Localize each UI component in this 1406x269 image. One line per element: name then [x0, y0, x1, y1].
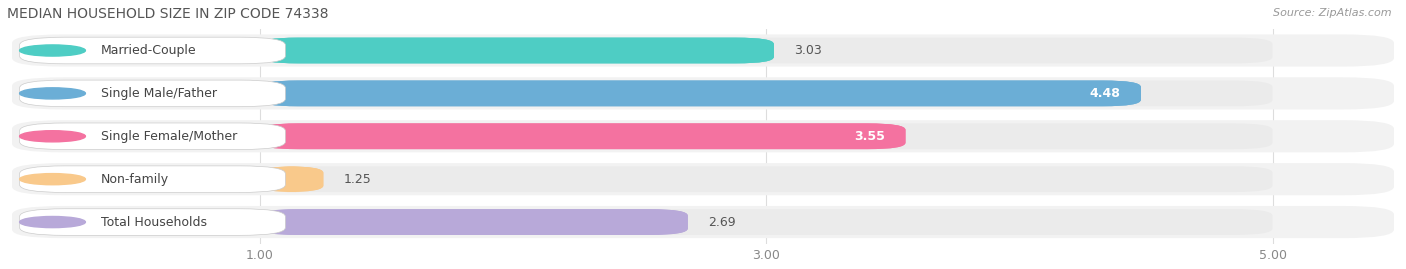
Circle shape — [20, 88, 86, 99]
FancyBboxPatch shape — [13, 34, 1393, 67]
Circle shape — [20, 174, 86, 185]
Text: Non-family: Non-family — [101, 173, 169, 186]
Text: 1.25: 1.25 — [343, 173, 371, 186]
FancyBboxPatch shape — [260, 123, 1272, 149]
FancyBboxPatch shape — [260, 209, 688, 235]
FancyBboxPatch shape — [260, 38, 773, 63]
FancyBboxPatch shape — [260, 123, 905, 149]
FancyBboxPatch shape — [20, 209, 285, 235]
Text: Single Female/Mother: Single Female/Mother — [101, 130, 236, 143]
Text: MEDIAN HOUSEHOLD SIZE IN ZIP CODE 74338: MEDIAN HOUSEHOLD SIZE IN ZIP CODE 74338 — [7, 7, 329, 21]
FancyBboxPatch shape — [260, 80, 1272, 106]
FancyBboxPatch shape — [260, 166, 1272, 192]
Circle shape — [20, 131, 86, 142]
FancyBboxPatch shape — [260, 123, 905, 149]
Text: Total Households: Total Households — [101, 215, 207, 229]
Text: 3.55: 3.55 — [855, 130, 886, 143]
FancyBboxPatch shape — [260, 209, 688, 235]
FancyBboxPatch shape — [260, 38, 773, 63]
Text: 3.03: 3.03 — [794, 44, 823, 57]
FancyBboxPatch shape — [260, 38, 1272, 63]
Text: Source: ZipAtlas.com: Source: ZipAtlas.com — [1274, 8, 1392, 18]
Text: 2.69: 2.69 — [709, 215, 735, 229]
FancyBboxPatch shape — [260, 209, 1272, 235]
FancyBboxPatch shape — [13, 77, 1393, 109]
Circle shape — [20, 217, 86, 228]
FancyBboxPatch shape — [260, 80, 1140, 106]
FancyBboxPatch shape — [13, 120, 1393, 152]
FancyBboxPatch shape — [20, 123, 285, 150]
FancyBboxPatch shape — [13, 206, 1393, 238]
FancyBboxPatch shape — [260, 80, 1140, 106]
Circle shape — [20, 45, 86, 56]
FancyBboxPatch shape — [20, 80, 285, 107]
Text: Married-Couple: Married-Couple — [101, 44, 197, 57]
FancyBboxPatch shape — [13, 163, 1393, 195]
Text: 4.48: 4.48 — [1090, 87, 1121, 100]
FancyBboxPatch shape — [260, 166, 323, 192]
FancyBboxPatch shape — [260, 166, 323, 192]
FancyBboxPatch shape — [20, 166, 285, 192]
FancyBboxPatch shape — [20, 37, 285, 64]
Text: Single Male/Father: Single Male/Father — [101, 87, 217, 100]
